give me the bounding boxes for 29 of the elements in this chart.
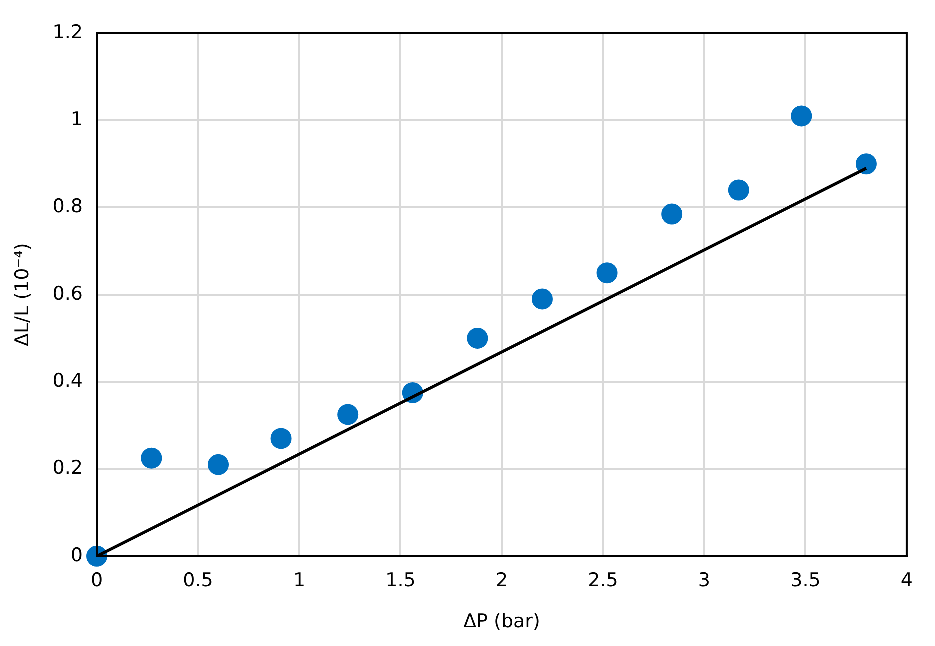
point: [141, 448, 162, 469]
y-tick-label: 0.8: [52, 196, 84, 218]
point: [532, 288, 553, 310]
y-axis-title: ΔL/L (10⁻⁴): [11, 243, 34, 347]
point: [662, 204, 683, 225]
y-tick-label: 0: [70, 544, 84, 566]
y-tick-label: 0.6: [52, 282, 84, 305]
x-tick-label: 2.5: [588, 570, 618, 592]
x-tick-label: 3: [698, 570, 711, 592]
x-tick-label: 2: [496, 570, 508, 592]
point: [791, 106, 812, 127]
x-tick-label: 0: [90, 570, 104, 592]
point: [856, 154, 877, 175]
point: [728, 180, 750, 201]
point: [338, 404, 359, 426]
y-tick-label: 1: [70, 108, 84, 131]
x-tick-label: 4: [900, 570, 914, 592]
x-tick-label: 1.5: [386, 570, 416, 592]
y-tick-label: 0.2: [52, 457, 84, 480]
point: [208, 454, 230, 476]
point: [270, 428, 292, 450]
x-axis-title: ΔP (bar): [464, 610, 540, 633]
point: [596, 262, 618, 284]
y-tick-label: 1.2: [52, 21, 84, 44]
y-tick-label: 0.4: [52, 370, 84, 392]
x-tick-label: 0.5: [183, 570, 214, 592]
point: [467, 328, 488, 349]
x-tick-label: 3.5: [790, 570, 821, 592]
x-tick-label: 1: [293, 570, 306, 592]
